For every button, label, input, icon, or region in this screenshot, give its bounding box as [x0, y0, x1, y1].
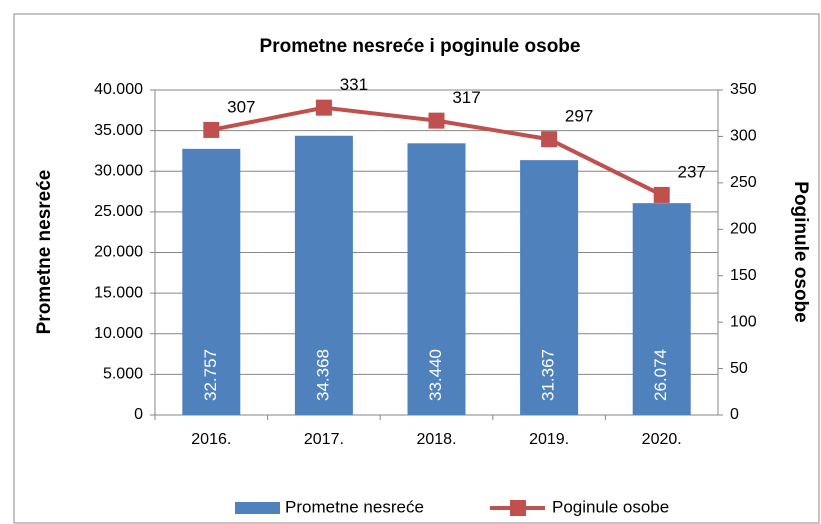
y-tick-label: 15.000	[94, 284, 143, 301]
legend-marker	[510, 500, 526, 516]
y2-tick-label: 200	[730, 221, 757, 238]
y-tick-label: 0	[134, 406, 143, 423]
bar	[407, 143, 466, 416]
x-tick-label: 2020.	[642, 431, 682, 448]
y-tick-label: 10.000	[94, 325, 143, 342]
y2-tick-label: 50	[730, 360, 748, 377]
line-marker	[315, 99, 332, 116]
x-tick-label: 2016.	[191, 431, 231, 448]
bar	[632, 203, 691, 415]
x-tick-label: 2019.	[529, 431, 569, 448]
bar	[520, 160, 579, 415]
bar	[182, 148, 241, 416]
y2-tick-label: 0	[730, 406, 739, 423]
line-marker	[541, 131, 558, 148]
y2-tick-label: 150	[730, 267, 757, 284]
y2-tick-label: 350	[730, 81, 757, 98]
y-tick-label: 5.000	[103, 366, 143, 383]
bar-value-label: 33.440	[426, 349, 445, 401]
legend-label: Poginule osobe	[552, 497, 669, 516]
y-tick-label: 35.000	[94, 122, 143, 139]
bar	[294, 135, 353, 415]
y2-axis-label: Poginule osobe	[790, 181, 811, 322]
line-marker	[428, 112, 445, 129]
line-value-label: 331	[340, 75, 368, 94]
line-marker	[203, 121, 220, 138]
y2-tick-label: 250	[730, 174, 757, 191]
bar-value-label: 26.074	[651, 349, 670, 401]
bar-value-label: 34.368	[313, 349, 332, 401]
y-tick-label: 40.000	[94, 81, 143, 98]
line-value-label: 297	[565, 107, 593, 126]
y2-tick-label: 300	[730, 128, 757, 145]
x-tick-label: 2017.	[304, 431, 344, 448]
line-value-label: 237	[678, 162, 706, 181]
legend-swatch	[235, 502, 280, 514]
y-axis-label: Prometne nesreće	[34, 170, 55, 335]
bar-value-label: 32.757	[201, 349, 220, 401]
y2-tick-label: 100	[730, 313, 757, 330]
y-tick-label: 25.000	[94, 203, 143, 220]
bar-value-label: 31.367	[539, 349, 558, 401]
y-tick-label: 30.000	[94, 162, 143, 179]
line-value-label: 307	[227, 97, 255, 116]
line-value-label: 317	[452, 88, 480, 107]
y-tick-label: 20.000	[94, 244, 143, 261]
legend-label: Prometne nesreće	[285, 497, 424, 516]
chart-title: Prometne nesreće i poginule osobe	[260, 36, 581, 57]
line-marker	[653, 186, 670, 203]
x-tick-label: 2018.	[416, 431, 456, 448]
